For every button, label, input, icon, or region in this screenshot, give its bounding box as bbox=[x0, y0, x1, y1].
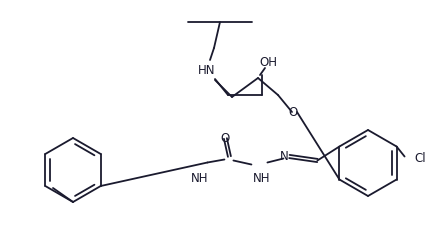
Text: O: O bbox=[221, 132, 230, 145]
Text: NH: NH bbox=[253, 173, 270, 186]
Text: N: N bbox=[280, 150, 288, 163]
Text: HN: HN bbox=[198, 65, 216, 77]
Text: O: O bbox=[288, 106, 298, 120]
Text: NH: NH bbox=[190, 173, 208, 186]
Text: OH: OH bbox=[259, 55, 277, 68]
Text: Cl: Cl bbox=[414, 152, 426, 165]
